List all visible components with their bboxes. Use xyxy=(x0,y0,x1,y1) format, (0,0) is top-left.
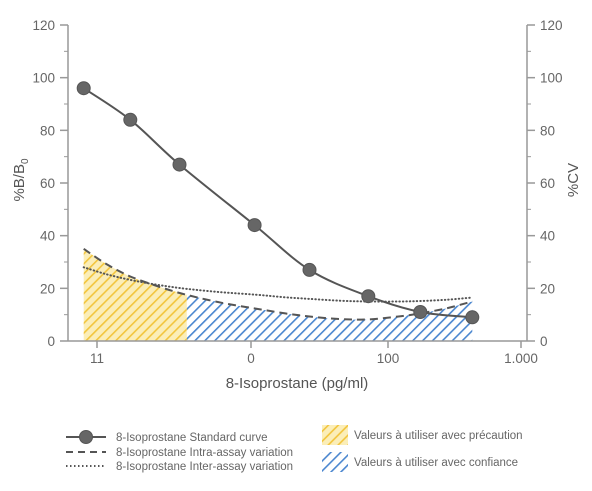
legend-item-intra-assay: 8-Isoprostane Intra-assay variation xyxy=(66,447,293,459)
x-tick-label: 0 xyxy=(247,351,255,366)
y-tick-label-left: 120 xyxy=(32,18,55,33)
legend-label-confidence: Valeurs à utiliser avec confiance xyxy=(354,457,518,469)
legend-item-confidence: Valeurs à utiliser avec confiance xyxy=(322,452,518,472)
y-axis-title-left-main: %B/B xyxy=(11,164,28,202)
legend-item-caution: Valeurs à utiliser avec précaution xyxy=(322,425,523,445)
legend-swatch-confidence xyxy=(322,452,348,472)
data-point xyxy=(123,112,138,127)
y-tick-label-left: 80 xyxy=(40,123,55,138)
region-confidence xyxy=(186,294,473,341)
shaded-regions xyxy=(83,248,473,341)
y-tick-label-right: 60 xyxy=(540,176,555,191)
y-tick-label-left: 40 xyxy=(40,229,55,244)
standard-curve-line xyxy=(82,87,474,319)
x-tick-label: 11 xyxy=(90,351,104,366)
legend-item-standard-curve: 8-Isoprostane Standard curve xyxy=(66,430,268,444)
data-point xyxy=(465,310,480,325)
y-tick-label-right: 100 xyxy=(540,71,563,86)
legend-label-caution: Valeurs à utiliser avec précaution xyxy=(354,430,523,442)
legend-item-inter-assay: 8-Isoprostane Inter-assay variation xyxy=(66,461,293,473)
series-markers xyxy=(76,81,480,325)
y-tick-label-right: 40 xyxy=(540,229,555,244)
x-tick-label: 1.000 xyxy=(504,351,538,366)
legend-label-intra-assay: 8-Isoprostane Intra-assay variation xyxy=(116,447,293,459)
legend-label-inter-assay: 8-Isoprostane Inter-assay variation xyxy=(116,461,293,473)
data-point xyxy=(361,289,376,304)
legend-swatch-caution xyxy=(322,425,348,445)
data-point xyxy=(413,305,428,319)
y-axis-title-right: %CV xyxy=(565,163,582,197)
legend-label-standard-curve: 8-Isoprostane Standard curve xyxy=(116,432,268,444)
y-tick-label-right: 120 xyxy=(540,18,563,33)
y-tick-label-right: 20 xyxy=(540,281,555,296)
y-axis-title-left-subscript: 0 xyxy=(20,158,31,164)
y-tick-label-left: 0 xyxy=(47,334,55,349)
x-axis-title: 8-Isoprostane (pg/ml) xyxy=(226,375,369,392)
inter-assay-line xyxy=(82,266,474,303)
data-point xyxy=(76,81,91,96)
region-caution xyxy=(83,248,187,341)
x-tick-label: 100 xyxy=(377,351,400,366)
data-point xyxy=(247,218,262,233)
legend-marker-standard-curve xyxy=(79,430,93,444)
y-tick-label-left: 20 xyxy=(40,281,55,296)
y-tick-label-right: 80 xyxy=(540,123,555,138)
legend: 8-Isoprostane Standard curve 8-Isoprosta… xyxy=(66,425,523,473)
y-axis-title-left: %B/B0 xyxy=(11,158,31,202)
y-tick-label-left: 60 xyxy=(40,176,55,191)
y-tick-label-left: 100 xyxy=(32,71,55,86)
data-point xyxy=(172,157,187,172)
data-point xyxy=(302,262,317,277)
y-tick-label-right: 0 xyxy=(540,334,548,349)
